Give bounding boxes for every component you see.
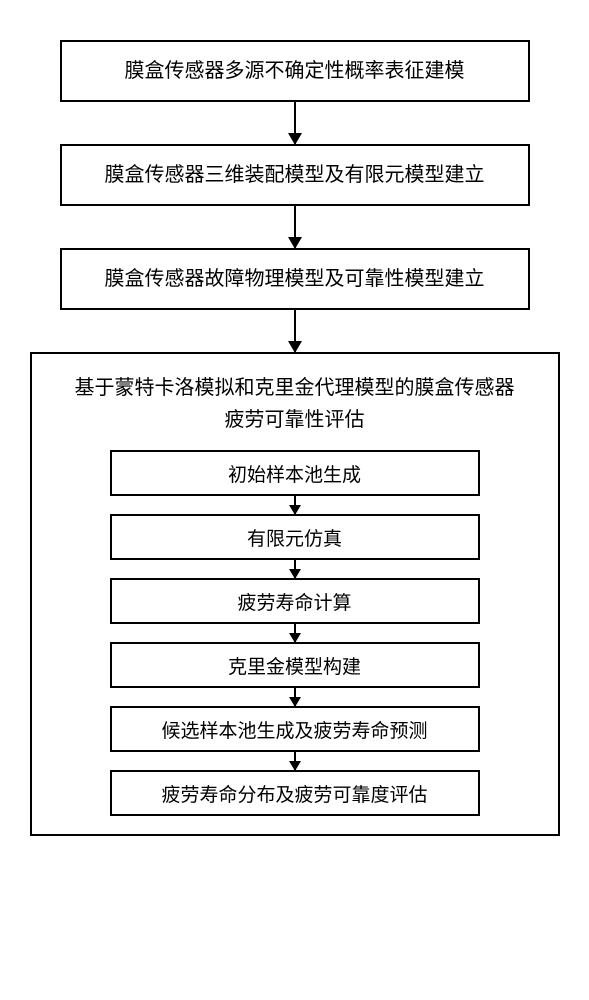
container-title: 基于蒙特卡洛模拟和克里金代理模型的膜盒传感器 疲劳可靠性评估 [55, 372, 535, 436]
flow-step-1-label: 膜盒传感器多源不确定性概率表征建模 [125, 56, 465, 86]
sub-arrow-2 [294, 560, 296, 578]
flow-step-2: 膜盒传感器三维装配模型及有限元模型建立 [60, 144, 530, 206]
sub-step-5-label: 候选样本池生成及疲劳寿命预测 [161, 716, 427, 743]
sub-arrow-3 [294, 624, 296, 642]
arrow-3 [294, 310, 296, 352]
sub-step-4: 克里金模型构建 [110, 642, 480, 688]
sub-arrow-5 [294, 752, 296, 770]
sub-step-2-label: 有限元仿真 [247, 524, 342, 551]
flow-step-1: 膜盒传感器多源不确定性概率表征建模 [60, 40, 530, 102]
arrow-1 [294, 102, 296, 144]
sub-step-6-label: 疲劳寿命分布及疲劳可靠度评估 [161, 780, 427, 807]
flow-step-3: 膜盒传感器故障物理模型及可靠性模型建立 [60, 248, 530, 310]
sub-step-1: 初始样本池生成 [110, 450, 480, 496]
sub-step-5: 候选样本池生成及疲劳寿命预测 [110, 706, 480, 752]
sub-step-2: 有限元仿真 [110, 514, 480, 560]
flow-step-3-label: 膜盒传感器故障物理模型及可靠性模型建立 [105, 264, 485, 294]
sub-step-4-label: 克里金模型构建 [228, 652, 361, 679]
sub-step-3-label: 疲劳寿命计算 [237, 588, 351, 615]
sub-arrow-4 [294, 688, 296, 706]
sub-step-6: 疲劳寿命分布及疲劳可靠度评估 [110, 770, 480, 816]
container-title-line2: 疲劳可靠性评估 [225, 409, 365, 431]
flow-step-4-container: 基于蒙特卡洛模拟和克里金代理模型的膜盒传感器 疲劳可靠性评估 初始样本池生成 有… [30, 352, 560, 836]
sub-step-3: 疲劳寿命计算 [110, 578, 480, 624]
flow-step-2-label: 膜盒传感器三维装配模型及有限元模型建立 [105, 160, 485, 190]
sub-step-1-label: 初始样本池生成 [228, 460, 361, 487]
container-title-line1: 基于蒙特卡洛模拟和克里金代理模型的膜盒传感器 [75, 377, 515, 399]
sub-arrow-1 [294, 496, 296, 514]
arrow-2 [294, 206, 296, 248]
